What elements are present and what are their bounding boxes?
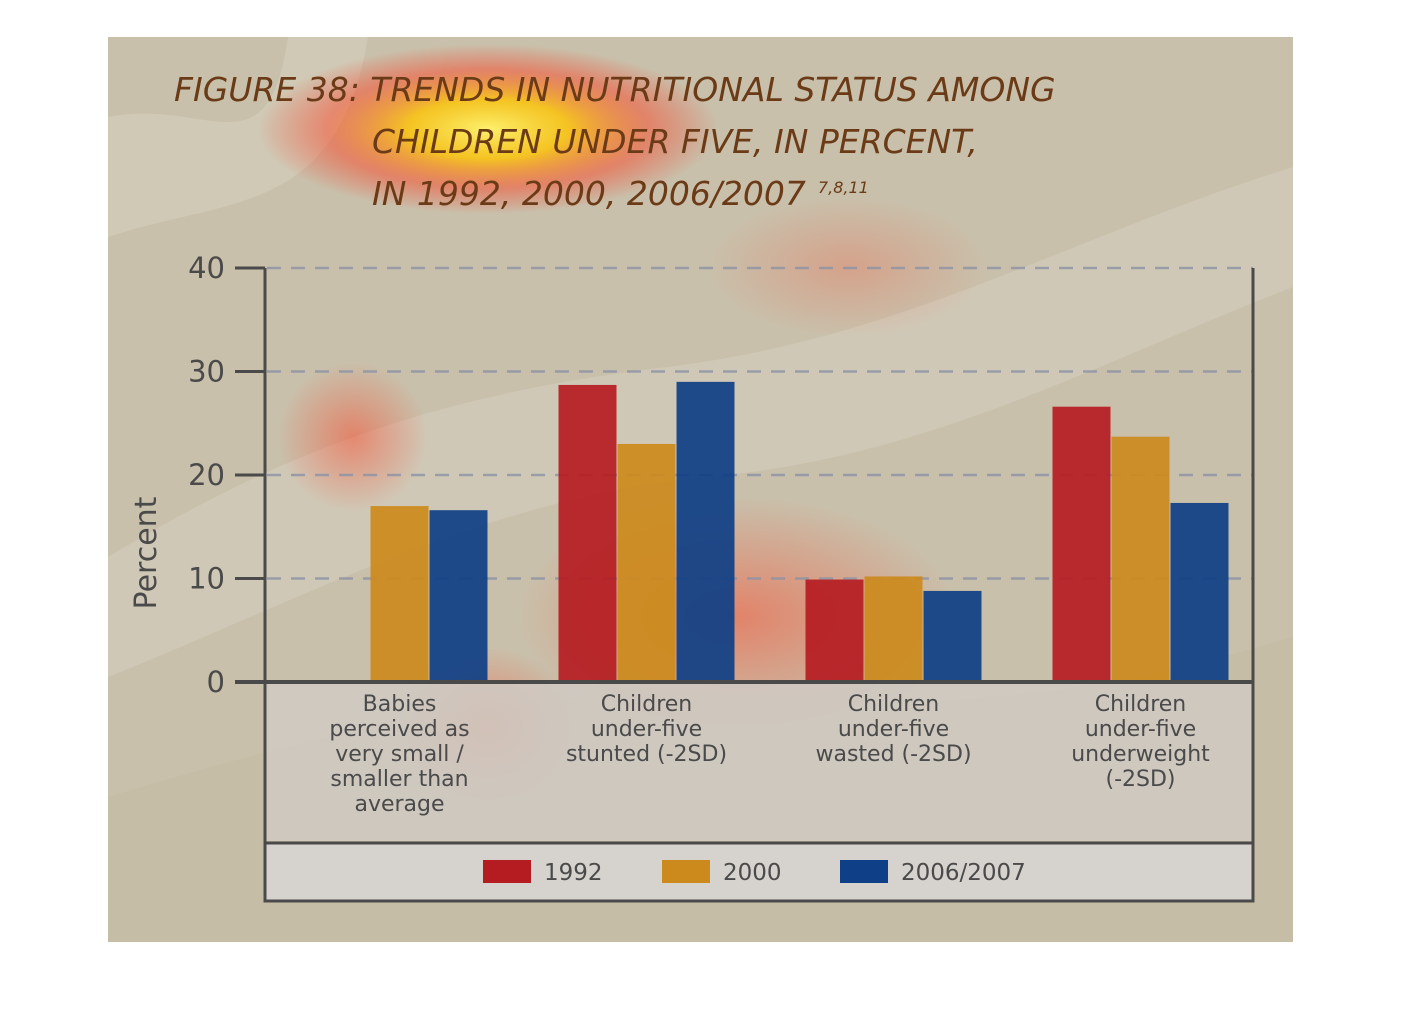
category-label-panel [265,683,1253,841]
chart-panel: FIGURE 38: TRENDS IN NUTRITIONAL STATUS … [108,37,1293,942]
category-label-line: Babies [363,692,437,717]
chart-title: FIGURE 38: TRENDS IN NUTRITIONAL STATUS … [174,70,1056,213]
bar-2006-2007-cat3 [923,590,982,681]
legend-label-2006-2007: 2006/2007 [901,860,1026,886]
category-label-line: under-five [838,717,949,742]
legend-swatch-2000 [662,860,710,883]
bar-1992-cat4 [1052,406,1111,681]
category-label-line: average [354,792,444,817]
category-label-line: (-2SD) [1105,767,1175,792]
title-line-1: FIGURE 38: TRENDS IN NUTRITIONAL STATUS … [174,70,1056,109]
title-line-2: CHILDREN UNDER FIVE, IN PERCENT, [372,122,978,161]
category-label-line: Children [848,692,940,717]
bar-2006-2007-cat1 [429,510,488,681]
category-label-line: wasted (-2SD) [815,742,971,767]
category-label-line: Children [601,692,693,717]
category-label-line: under-five [591,717,702,742]
legend: 1992 2000 2006/2007 [483,860,1026,886]
legend-box [263,841,1255,903]
bar-2000-cat2 [617,443,676,681]
title-superscript: 7,8,11 [818,178,869,197]
category-label-line: stunted (-2SD) [566,742,727,767]
category-label-line: under-five [1085,717,1196,742]
bar-2006-2007-cat2 [676,381,735,681]
category-label-line: very small / [335,742,464,767]
bar-2000-cat3 [864,576,923,681]
bars [370,381,1229,681]
y-tick-labels: 0 10 20 30 40 [188,251,225,699]
y-axis-label: Percent [129,496,164,609]
bar-2006-2007-cat4 [1170,502,1229,681]
category-label-line: perceived as [329,717,469,742]
legend-swatch-2006-2007 [840,860,888,883]
legend-swatch-1992 [483,860,531,883]
y-tick-label: 40 [188,251,225,285]
bar-2000-cat4 [1111,436,1170,681]
bar-2000-cat1 [370,506,429,681]
legend-label-2000: 2000 [723,860,782,886]
category-label-line: underweight [1071,742,1210,767]
bar-1992-cat2 [558,384,617,681]
category-label-line: smaller than [330,767,468,792]
legend-label-1992: 1992 [544,860,603,886]
y-tick-label: 20 [188,458,225,492]
bar-1992-cat3 [805,579,864,681]
y-tick-label: 0 [207,665,225,699]
title-line-3: IN 1992, 2000, 2006/2007 [372,174,806,213]
axes [235,266,1255,684]
chart-figure: FIGURE 38: TRENDS IN NUTRITIONAL STATUS … [108,37,1293,942]
y-tick-label: 10 [188,562,225,596]
category-label-line: Children [1095,692,1187,717]
y-tick-label: 30 [188,355,225,389]
